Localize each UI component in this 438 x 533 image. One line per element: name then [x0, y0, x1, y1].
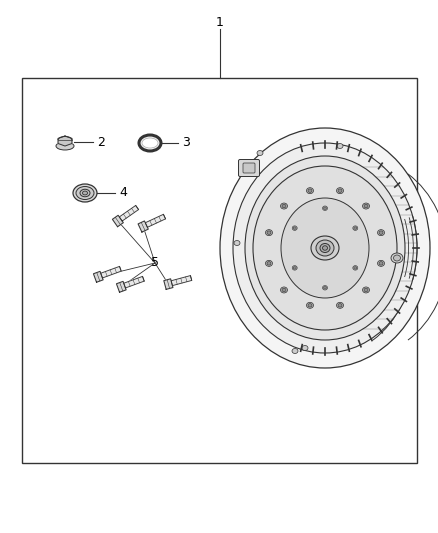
Ellipse shape	[320, 244, 330, 253]
Ellipse shape	[281, 198, 369, 298]
Ellipse shape	[233, 143, 417, 353]
Ellipse shape	[379, 231, 383, 235]
Polygon shape	[93, 271, 103, 282]
Ellipse shape	[363, 203, 370, 209]
Ellipse shape	[322, 206, 328, 211]
Text: 3: 3	[182, 136, 190, 149]
Ellipse shape	[336, 302, 343, 308]
Ellipse shape	[378, 230, 385, 236]
Ellipse shape	[292, 349, 298, 353]
Polygon shape	[171, 276, 192, 286]
Ellipse shape	[282, 204, 286, 208]
Ellipse shape	[267, 262, 271, 265]
Text: 5: 5	[151, 256, 159, 270]
Ellipse shape	[338, 189, 342, 192]
Polygon shape	[145, 214, 166, 227]
Ellipse shape	[353, 226, 358, 230]
Ellipse shape	[56, 142, 74, 150]
Ellipse shape	[307, 302, 314, 308]
Ellipse shape	[393, 255, 400, 261]
Text: 1: 1	[216, 17, 224, 29]
FancyBboxPatch shape	[243, 163, 255, 173]
Ellipse shape	[265, 260, 272, 266]
Text: 2: 2	[97, 135, 105, 149]
Ellipse shape	[293, 266, 296, 269]
Ellipse shape	[307, 188, 314, 193]
Ellipse shape	[267, 231, 271, 235]
Ellipse shape	[292, 265, 297, 270]
Ellipse shape	[245, 156, 405, 340]
Polygon shape	[58, 136, 72, 146]
FancyBboxPatch shape	[239, 159, 259, 176]
Polygon shape	[138, 221, 148, 232]
Ellipse shape	[282, 288, 286, 292]
Ellipse shape	[302, 345, 308, 351]
Polygon shape	[164, 279, 173, 289]
Polygon shape	[124, 277, 144, 288]
Ellipse shape	[391, 253, 403, 263]
Ellipse shape	[308, 304, 312, 307]
Ellipse shape	[322, 286, 328, 290]
Ellipse shape	[142, 138, 158, 148]
Ellipse shape	[280, 287, 287, 293]
Ellipse shape	[311, 236, 339, 260]
Ellipse shape	[353, 265, 358, 270]
Ellipse shape	[76, 187, 94, 199]
Ellipse shape	[234, 240, 240, 246]
Ellipse shape	[139, 135, 161, 151]
Ellipse shape	[280, 203, 287, 209]
Ellipse shape	[378, 260, 385, 266]
Text: 4: 4	[119, 187, 127, 199]
Ellipse shape	[324, 207, 326, 209]
Ellipse shape	[338, 304, 342, 307]
Polygon shape	[117, 281, 126, 292]
Ellipse shape	[80, 189, 90, 197]
Ellipse shape	[337, 143, 343, 149]
Ellipse shape	[322, 246, 328, 251]
Ellipse shape	[324, 287, 326, 289]
Bar	[22, 78, 417, 463]
Ellipse shape	[364, 204, 368, 208]
Ellipse shape	[253, 166, 397, 330]
Ellipse shape	[293, 227, 296, 229]
Ellipse shape	[265, 230, 272, 236]
Ellipse shape	[354, 227, 357, 229]
Ellipse shape	[82, 191, 88, 195]
Ellipse shape	[336, 188, 343, 193]
Polygon shape	[113, 215, 124, 227]
Ellipse shape	[257, 150, 263, 156]
Ellipse shape	[316, 240, 334, 256]
Ellipse shape	[308, 189, 312, 192]
Ellipse shape	[354, 266, 357, 269]
Polygon shape	[101, 266, 121, 278]
Ellipse shape	[379, 262, 383, 265]
Ellipse shape	[73, 184, 97, 202]
Polygon shape	[119, 205, 138, 221]
Ellipse shape	[364, 288, 368, 292]
Ellipse shape	[363, 287, 370, 293]
Ellipse shape	[292, 226, 297, 230]
Ellipse shape	[220, 128, 430, 368]
